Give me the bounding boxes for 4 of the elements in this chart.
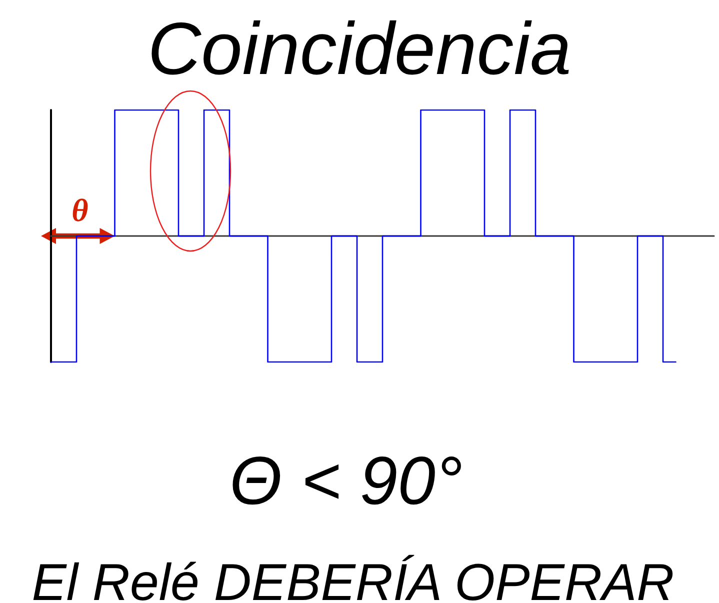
annotation: θ [72, 192, 88, 229]
text: El Relé DEBERÍA OPERAR [32, 553, 674, 603]
text: Θ < 90° [229, 442, 463, 520]
chart-title: Coincidencia [146, 6, 572, 91]
